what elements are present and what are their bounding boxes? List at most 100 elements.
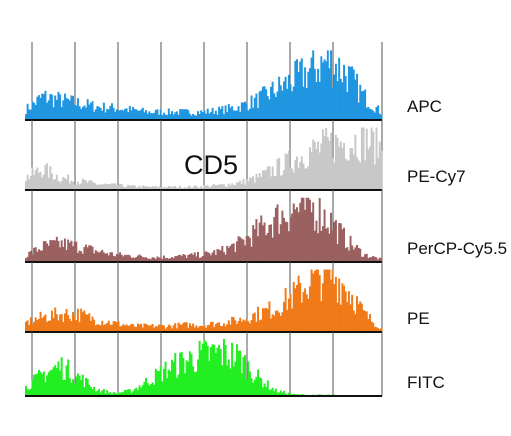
histogram-bar (42, 371, 45, 396)
histogram-bar (46, 322, 49, 332)
histogram-bar (206, 345, 209, 396)
histogram-bar (57, 180, 60, 190)
histogram-bar (81, 253, 84, 262)
histogram-bar (140, 187, 143, 190)
histogram-bar (209, 112, 212, 120)
histogram-bar (221, 184, 224, 190)
histogram-bar (336, 137, 339, 190)
histogram-bar (127, 254, 130, 262)
histogram-bar (123, 389, 126, 396)
histogram-bar (119, 326, 122, 332)
histogram-bar (346, 91, 349, 120)
histogram-bar (268, 224, 271, 262)
histogram-bar (132, 257, 135, 262)
histogram-bar (247, 361, 250, 396)
histogram-bar (377, 327, 380, 332)
histogram-bar (255, 376, 258, 396)
histogram-bar (367, 106, 370, 120)
histogram-bar (226, 186, 229, 190)
histogram-bar (164, 114, 167, 120)
histogram-bar (72, 95, 75, 120)
histogram-bar (200, 186, 203, 190)
histogram-bar (198, 326, 201, 332)
histogram-bar (197, 187, 199, 190)
histogram-bar (302, 163, 305, 190)
histogram-bar (76, 181, 79, 190)
histogram-bar (377, 259, 380, 262)
histogram-bar (227, 103, 230, 120)
histogram-bar (231, 183, 234, 190)
histogram-bar (161, 115, 164, 120)
histogram-bar (28, 389, 31, 396)
histogram-bar (98, 324, 100, 332)
histogram-bar (203, 110, 206, 120)
histogram-bar (341, 229, 344, 262)
histogram-bar (138, 110, 141, 120)
histogram-bar (318, 275, 321, 332)
histogram-bar (122, 186, 125, 190)
histogram-bar (25, 180, 27, 190)
histogram-bar (33, 374, 36, 396)
histogram-bar (28, 109, 31, 120)
histogram-bar (297, 167, 300, 190)
histogram-bar (162, 187, 165, 190)
histogram-bar (276, 392, 279, 396)
histogram-bar (73, 241, 76, 262)
histogram-bar (127, 389, 130, 396)
histogram-bar (278, 233, 281, 262)
histogram-bar (107, 320, 110, 332)
histogram-bar (122, 392, 125, 396)
histogram-bar (123, 325, 126, 332)
histogram-bar (218, 322, 221, 332)
histogram-bar (188, 351, 191, 396)
histogram-bar (104, 112, 107, 120)
histogram-bar (219, 250, 222, 262)
histogram-bar (180, 109, 183, 120)
histogram-bar (159, 187, 162, 190)
histogram-bar (227, 359, 230, 396)
histogram-bar (286, 310, 289, 332)
histogram-bar (260, 215, 263, 262)
histogram-bar (235, 182, 238, 190)
histogram-bar (63, 379, 66, 396)
histogram-bar (352, 310, 355, 332)
histogram-bar (253, 312, 256, 332)
histogram-bar (130, 392, 133, 396)
histogram-bar (99, 325, 102, 332)
histogram-bar (240, 184, 243, 190)
histogram-bar (25, 258, 27, 262)
histogram-bar (333, 74, 336, 120)
histogram-bar (85, 244, 88, 262)
histogram-bar (291, 213, 294, 262)
histogram-bar (323, 59, 326, 120)
histogram-bar (149, 384, 152, 396)
histogram-bar (166, 187, 169, 190)
histogram-bar (75, 320, 78, 332)
histogram-bar (169, 258, 172, 262)
histogram-bar (72, 311, 75, 332)
histogram-bar (169, 371, 172, 396)
histogram-bar (308, 147, 311, 190)
histogram-bar (201, 343, 204, 396)
histogram-bar (57, 361, 60, 396)
histogram-bar (29, 175, 32, 190)
histogram-bar (171, 328, 174, 332)
histogram-bar (63, 178, 66, 190)
histogram-bar (101, 110, 104, 120)
histogram-bar (125, 186, 128, 190)
histogram-bar (367, 258, 370, 262)
histogram-bar (185, 360, 188, 396)
histogram-bar (308, 68, 311, 120)
histogram-bar (26, 320, 29, 332)
histogram-bar (34, 317, 37, 332)
histogram-bar (292, 393, 295, 396)
histogram-bar (318, 81, 321, 120)
histogram-bar (270, 86, 272, 120)
histogram-bar (114, 392, 117, 396)
histogram-bar (206, 108, 209, 120)
histogram-bar (47, 372, 50, 396)
histogram-bar (130, 257, 133, 262)
histogram-bar (36, 96, 39, 120)
histogram-bar (149, 113, 152, 120)
histogram-bar (153, 186, 156, 190)
